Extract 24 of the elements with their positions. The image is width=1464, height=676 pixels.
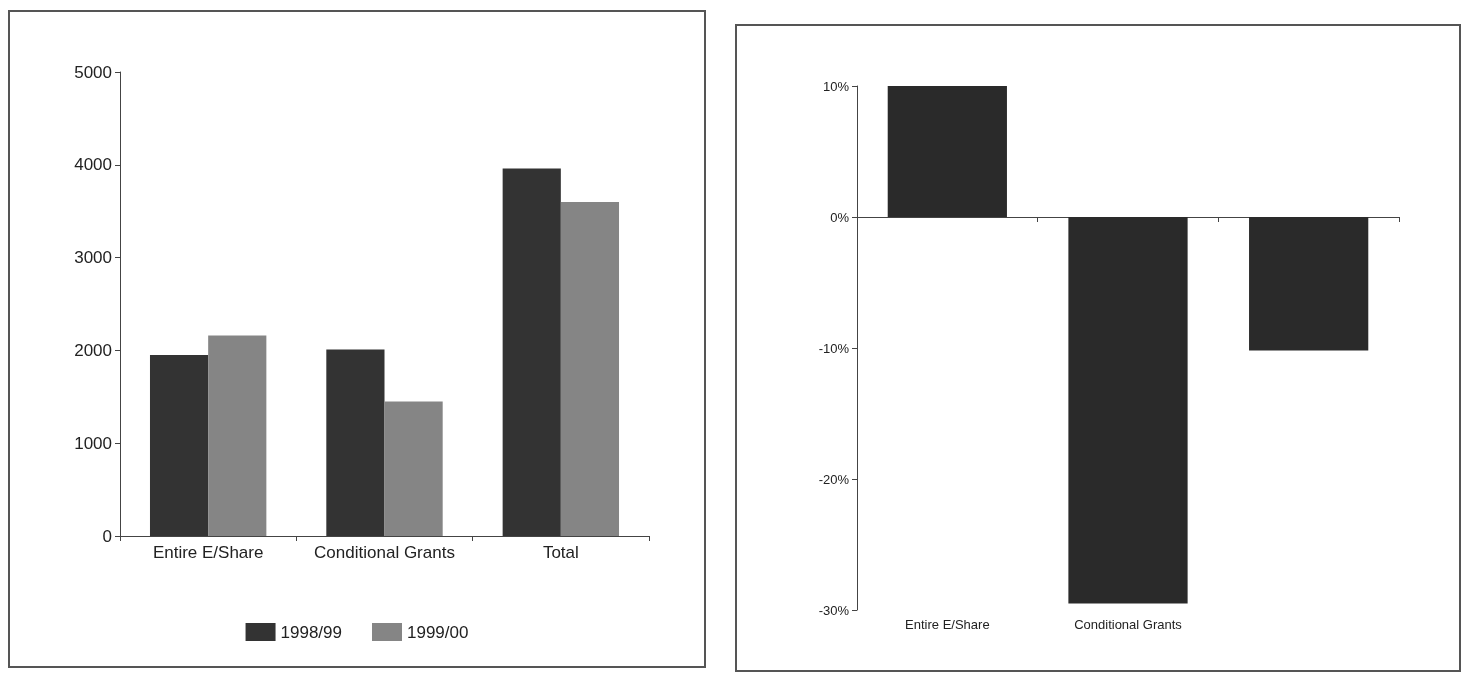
y-tick-label: -10%	[818, 340, 850, 356]
bar	[326, 349, 385, 536]
y-tick-label: 0	[102, 526, 112, 546]
bar	[149, 355, 209, 536]
y-tick-label: -20%	[818, 471, 850, 487]
legend-label: 1998/99	[280, 622, 342, 642]
bar	[208, 335, 267, 536]
x-tick-label: Entire E/Share	[152, 543, 264, 562]
x-tick-label: Conditional Grants	[314, 543, 455, 562]
y-tick-label: 5000	[74, 62, 112, 82]
x-tick-label: Entire E/Share	[905, 617, 990, 632]
y-tick-label: -30%	[818, 602, 850, 618]
y-tick-label: 3000	[74, 248, 112, 268]
x-tick-label: Total	[542, 543, 579, 562]
y-tick-label: 10%	[822, 78, 850, 94]
y-tick-label: 4000	[74, 155, 112, 175]
legend-label: 1999/00	[407, 622, 469, 642]
y-tick-label: 1000	[74, 433, 112, 453]
bar	[560, 201, 620, 536]
x-tick-label: Conditional Grants	[1074, 617, 1183, 632]
y-tick-label: 2000	[74, 340, 112, 360]
bar	[384, 401, 443, 536]
y-tick-label: 0%	[830, 209, 850, 225]
bar	[502, 168, 561, 536]
